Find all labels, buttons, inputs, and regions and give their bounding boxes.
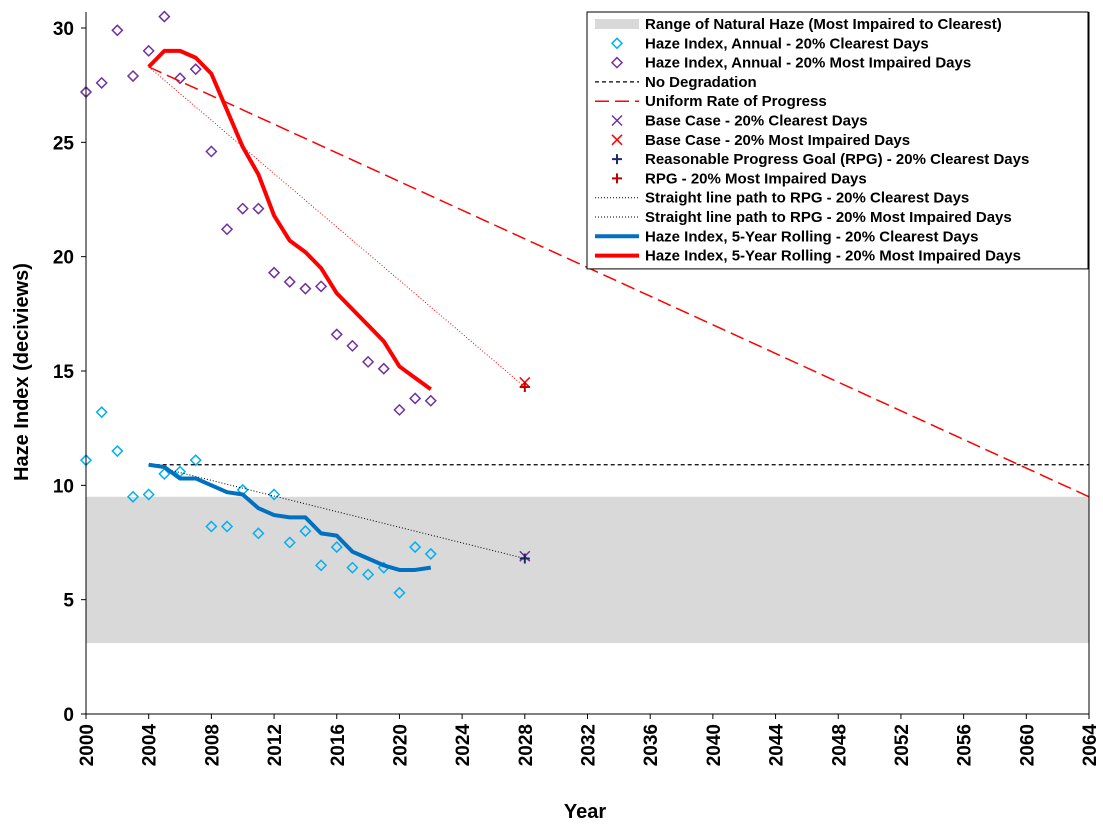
x-tick-label: 2052 (892, 724, 913, 766)
marker (299, 525, 312, 538)
marker (346, 339, 359, 352)
marker (268, 266, 281, 279)
marker (315, 280, 328, 293)
marker (330, 541, 343, 554)
legend-label: RPG - 20% Most Impaired Days (645, 170, 867, 187)
legend-swatch (611, 134, 623, 146)
marker (111, 444, 124, 458)
x-tick-label: 2004 (140, 724, 161, 767)
marker (424, 547, 437, 560)
legend-label: Base Case - 20% Clearest Days (645, 113, 868, 130)
y-tick-label: 20 (53, 248, 74, 269)
y-tick-label: 5 (63, 591, 74, 612)
y-axis-label: Haze Index (deciviews) (11, 263, 33, 481)
marker (95, 76, 108, 89)
marker (189, 63, 202, 76)
x-tick-label: 2060 (1017, 724, 1038, 766)
marker (142, 488, 155, 501)
marker (268, 488, 281, 501)
legend-swatch (612, 173, 622, 184)
legend-label: Base Case - 20% Most Impaired Days (645, 132, 910, 149)
marker (393, 586, 406, 599)
x-tick-label: 2040 (704, 724, 725, 766)
marker (173, 72, 187, 85)
marker (236, 202, 249, 215)
marker (111, 24, 124, 37)
y-tick-label: 25 (53, 133, 75, 154)
legend-swatch (610, 56, 624, 69)
marker (158, 10, 171, 23)
marker (393, 403, 406, 416)
legend-swatch (610, 37, 624, 50)
x-tick-label: 2016 (328, 724, 349, 766)
x-tick-label: 2008 (202, 724, 223, 766)
legend-swatch (612, 154, 622, 165)
legend: Range of Natural Haze (Most Impaired to … (586, 11, 1089, 270)
x-tick-label: 2028 (516, 724, 537, 766)
legend-label: Straight line path to RPG - 20% Most Imp… (645, 209, 1012, 226)
y-tick-label: 10 (53, 476, 74, 497)
marker (252, 527, 265, 540)
x-tick-label: 2048 (829, 724, 850, 766)
series-line (148, 66, 1090, 498)
marker (346, 561, 359, 574)
y-tick-label: 0 (63, 705, 74, 726)
x-tick-label: 2032 (579, 724, 600, 766)
marker (299, 282, 312, 295)
legend-box (586, 11, 1089, 270)
marker (126, 490, 140, 503)
marker (158, 467, 171, 480)
legend-label: Uniform Rate of Progress (645, 93, 827, 110)
legend-label: No Degradation (645, 74, 757, 91)
marker (377, 362, 390, 375)
x-tick-label: 2044 (767, 724, 788, 767)
y-tick-label: 30 (53, 19, 74, 40)
marker (252, 202, 265, 215)
marker (519, 382, 530, 393)
marker (220, 223, 234, 236)
marker (362, 355, 375, 368)
x-tick-label: 2056 (955, 724, 976, 766)
x-axis-label: Year (564, 801, 606, 823)
marker (424, 394, 437, 407)
marker (283, 275, 296, 288)
marker (330, 328, 343, 341)
legend-swatch (611, 114, 623, 127)
x-tick-label: 2000 (77, 724, 98, 766)
marker (283, 536, 296, 549)
marker (126, 69, 140, 83)
legend-label: Haze Index, Annual - 20% Clearest Days (645, 35, 929, 52)
x-tick-label: 2064 (1080, 724, 1101, 767)
series-line (148, 66, 526, 388)
y-tick-label: 15 (53, 362, 75, 383)
marker (409, 392, 422, 405)
x-tick-label: 2036 (641, 724, 662, 766)
marker (205, 145, 218, 158)
marker (205, 520, 218, 533)
legend-label: Haze Index, 5-Year Rolling - 20% Cleares… (645, 228, 978, 245)
x-tick-label: 2020 (390, 724, 411, 766)
marker (409, 541, 422, 554)
legend-label: Haze Index, 5-Year Rolling - 20% Most Im… (645, 248, 1021, 265)
legend-label: Reasonable Progress Goal (RPG) - 20% Cle… (645, 151, 1029, 168)
series-line (148, 462, 432, 572)
legend-swatch (595, 19, 639, 29)
legend-label: Straight line path to RPG - 20% Clearest… (645, 190, 969, 207)
marker (220, 520, 234, 533)
x-tick-label: 2024 (453, 724, 474, 767)
x-tick-label: 2012 (265, 724, 286, 766)
marker (189, 454, 202, 467)
marker (519, 553, 530, 564)
marker (142, 44, 155, 57)
series-line (147, 48, 432, 391)
legend-label: Range of Natural Haze (Most Impaired to … (645, 16, 1002, 33)
marker (315, 559, 328, 572)
natural-haze-band (86, 496, 1089, 644)
marker (362, 568, 375, 581)
marker (95, 406, 108, 419)
legend-label: Haze Index, Annual - 20% Most Impaired D… (645, 55, 971, 72)
